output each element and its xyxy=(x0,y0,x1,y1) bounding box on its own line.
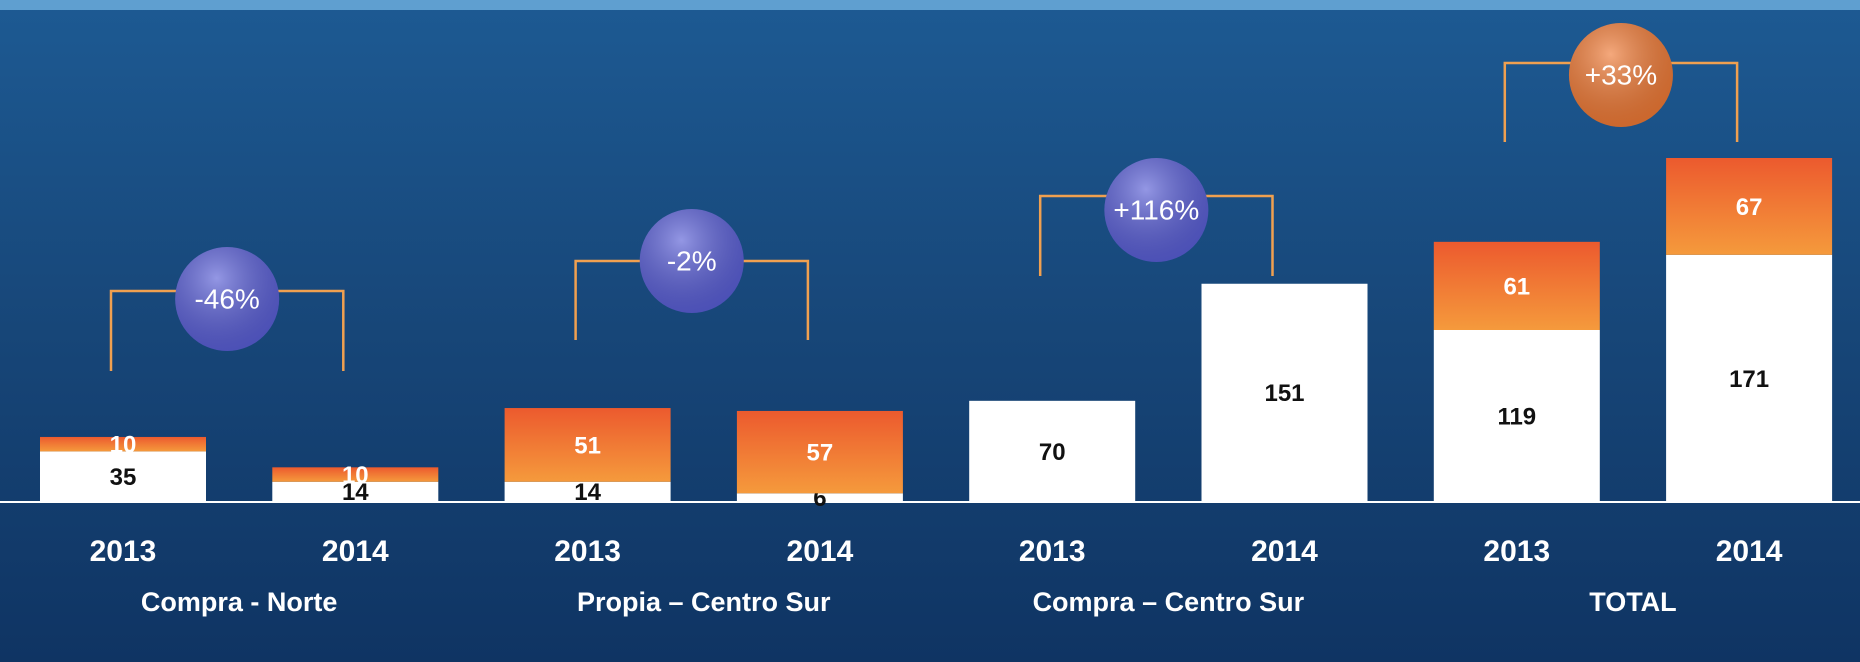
top-strip xyxy=(0,0,1860,10)
group-label: Compra - Norte xyxy=(141,587,338,617)
value-label: 119 xyxy=(1497,403,1536,430)
value-label: 35 xyxy=(110,464,137,491)
value-label: 70 xyxy=(1039,439,1066,466)
value-label: 171 xyxy=(1729,366,1769,393)
value-label: 57 xyxy=(807,439,834,466)
value-label: 151 xyxy=(1264,380,1304,407)
value-label: 61 xyxy=(1503,273,1530,300)
x-tick-label: 2014 xyxy=(322,535,389,568)
value-label: 10 xyxy=(342,462,369,489)
value-label: 14 xyxy=(574,479,601,506)
group-label: Propia – Centro Sur xyxy=(577,587,831,617)
x-tick-label: 2014 xyxy=(787,535,854,568)
badge-label: +33% xyxy=(1585,59,1657,90)
value-label: 67 xyxy=(1736,194,1763,221)
group-label: TOTAL xyxy=(1589,587,1677,617)
x-tick-label: 2013 xyxy=(1019,535,1086,568)
x-tick-label: 2014 xyxy=(1716,535,1783,568)
badge-label: -46% xyxy=(194,283,259,314)
value-label: 51 xyxy=(574,432,601,459)
group-label: Compra – Centro Sur xyxy=(1033,587,1305,617)
x-tick-label: 2013 xyxy=(554,535,621,568)
badge-label: +116% xyxy=(1113,194,1199,225)
x-tick-label: 2014 xyxy=(1251,535,1318,568)
badge-label: -2% xyxy=(667,245,717,276)
value-label: 10 xyxy=(110,432,137,459)
x-tick-label: 2013 xyxy=(1483,535,1550,568)
chart: 3510201314102014145120136572014702013151… xyxy=(0,0,1860,662)
x-tick-label: 2013 xyxy=(90,535,157,568)
